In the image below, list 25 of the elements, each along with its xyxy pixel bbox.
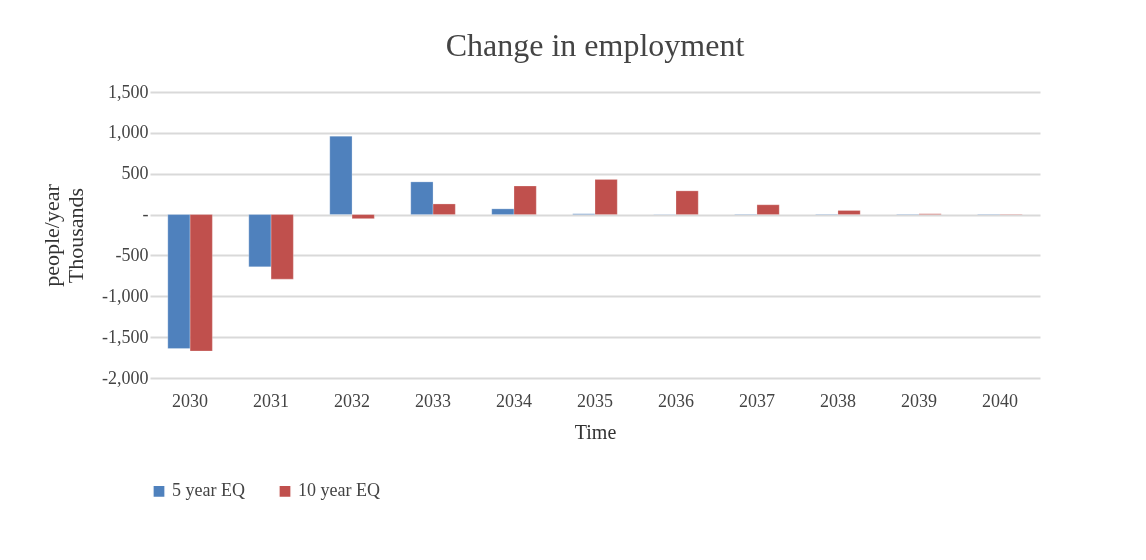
x-tick-label: 2037 xyxy=(738,390,775,411)
x-tick-label: 2030 xyxy=(172,390,209,411)
y-tick-label: 1,000 xyxy=(108,122,149,143)
y-tick-label: - xyxy=(142,204,149,225)
y-tick-label: -1,000 xyxy=(102,285,149,306)
x-tick-label: 2032 xyxy=(334,390,371,411)
y-tick-label: -1,500 xyxy=(102,326,149,347)
text: Thousands xyxy=(63,187,89,284)
y-tick-label: -500 xyxy=(115,244,149,265)
x-tick-label: 2040 xyxy=(981,390,1018,411)
y-axis-title: people/year xyxy=(39,183,65,287)
x-tick-label: 2039 xyxy=(900,390,937,411)
x-tick-label: 2035 xyxy=(577,390,613,411)
y-tick-label: 1,500 xyxy=(108,81,149,102)
x-tick-label: 2036 xyxy=(657,390,694,411)
x-tick-label: 2034 xyxy=(496,390,533,411)
x-tick-label: 2038 xyxy=(819,390,856,411)
legend-label: 10 year EQ xyxy=(298,480,380,501)
x-tick-label: 2031 xyxy=(253,390,290,411)
y-tick-label: 500 xyxy=(121,163,149,184)
y-tick-label: -2,000 xyxy=(102,367,149,388)
legend-label: 5 year EQ xyxy=(172,480,245,501)
x-axis-title: Time xyxy=(574,420,617,443)
x-tick-label: 2033 xyxy=(415,390,452,411)
chart-title: Change in employment xyxy=(445,27,745,63)
